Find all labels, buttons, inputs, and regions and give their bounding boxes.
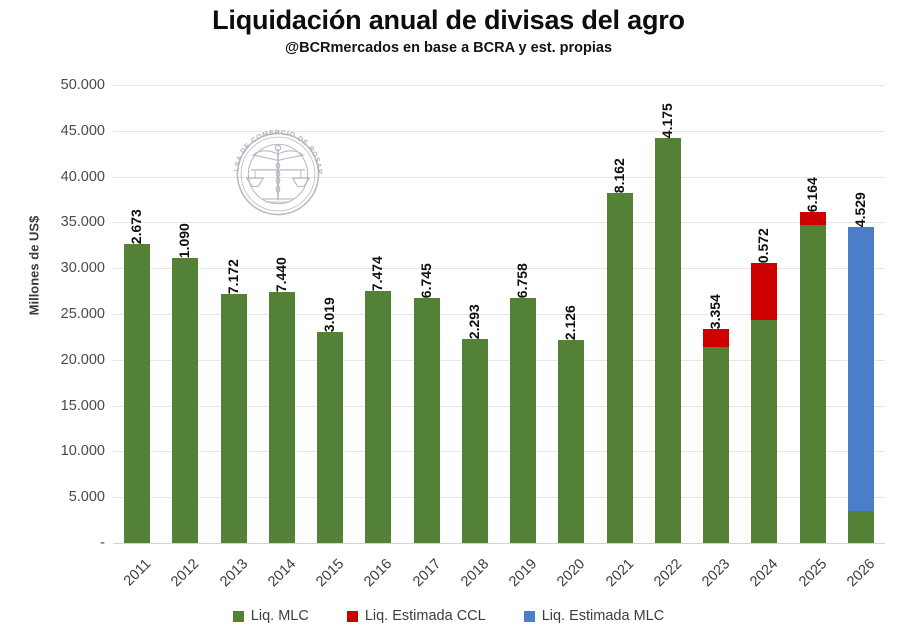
x-axis-tick-label: 2013 <box>216 556 251 591</box>
bar-segment-liq-mlc[interactable] <box>461 338 488 543</box>
bar-segment-liq-mlc[interactable] <box>654 138 681 543</box>
bar-group[interactable] <box>558 85 585 543</box>
y-axis-tick-label: 15.000 <box>60 397 105 414</box>
y-axis-tick-label: 35.000 <box>60 214 105 231</box>
x-axis-tick-label: 2017 <box>409 556 444 591</box>
legend-item[interactable]: Liq. Estimada MLC <box>523 608 665 624</box>
x-axis-tick-label: 2024 <box>747 556 782 591</box>
legend-item[interactable]: Liq. Estimada CCL <box>346 608 486 624</box>
x-axis-tick-label: 2015 <box>313 556 348 591</box>
bar-group[interactable] <box>413 85 440 543</box>
bar-group[interactable] <box>461 85 488 543</box>
bar-segment-liq-mlc[interactable] <box>220 294 247 543</box>
y-axis-tick-label: 45.000 <box>60 122 105 139</box>
y-axis-tick-label: 20.000 <box>60 351 105 368</box>
y-axis-tick-label: 30.000 <box>60 260 105 277</box>
x-axis-tick-label: 2022 <box>651 556 686 591</box>
bar-segment-liq-mlc[interactable] <box>365 291 392 543</box>
bar-segment-liq-mlc[interactable] <box>172 258 199 543</box>
bar-group[interactable] <box>799 85 826 543</box>
bar-segment-liq-mlc[interactable] <box>317 332 344 543</box>
bar-segment-liq-mlc[interactable] <box>510 297 537 543</box>
bar-segment-liq-estimada-ccl[interactable] <box>703 329 730 347</box>
x-axis-tick-label: 2019 <box>506 556 541 591</box>
bar-segment-liq-mlc[interactable] <box>847 510 874 543</box>
bar-segment-liq-mlc[interactable] <box>703 346 730 543</box>
x-axis-tick-label: 2020 <box>554 556 589 591</box>
bar-segment-liq-estimada-ccl[interactable] <box>751 262 778 320</box>
legend-swatch-icon <box>232 610 244 622</box>
bar-group[interactable] <box>124 85 151 543</box>
x-axis-tick-label: 2025 <box>795 556 830 591</box>
legend-label: Liq. MLC <box>250 608 309 624</box>
gridline <box>113 222 885 224</box>
bar-segment-liq-mlc[interactable] <box>799 225 826 543</box>
bar-group[interactable] <box>317 85 344 543</box>
gridline <box>113 176 885 178</box>
y-axis-tick-label: 40.000 <box>60 168 105 185</box>
bar-group[interactable] <box>365 85 392 543</box>
bar-group[interactable] <box>654 85 681 543</box>
x-axis-tick-label: 2011 <box>121 556 155 590</box>
gridline <box>113 85 885 86</box>
gridline <box>113 359 885 361</box>
gridline <box>113 497 885 499</box>
gridline <box>113 314 885 315</box>
bar-group[interactable] <box>172 85 199 543</box>
bar-segment-liq-estimada-mlc[interactable] <box>847 226 874 511</box>
gridline <box>113 405 885 407</box>
x-axis-tick-label: 2012 <box>168 556 203 591</box>
bar-segment-liq-mlc[interactable] <box>558 340 585 543</box>
chart-legend: Liq. MLC Liq. Estimada CCL Liq. Estimada M… <box>0 608 897 624</box>
x-axis-tick-label: 2023 <box>699 556 734 591</box>
bar-segment-liq-mlc[interactable] <box>606 193 633 543</box>
legend-swatch-icon <box>346 610 358 622</box>
bar-group[interactable] <box>606 85 633 543</box>
x-axis-tick-label: 2014 <box>265 556 300 591</box>
gridline <box>113 451 885 453</box>
y-axis-tick-label: - <box>100 535 105 551</box>
chart-title: Liquidación anual de divisas del agro <box>212 5 685 35</box>
bar-group[interactable] <box>510 85 537 543</box>
x-axis-tick-label: 2026 <box>844 556 879 591</box>
x-axis-tick-label: 2016 <box>361 556 396 591</box>
plot-area: BOLSA DE COMERCIO DE ROSARIO 32.67331.09… <box>113 85 885 544</box>
bar-group[interactable] <box>751 85 778 543</box>
gridline <box>113 543 885 544</box>
bar-segment-liq-mlc[interactable] <box>751 319 778 543</box>
legend-label: Liq. Estimada MLC <box>541 608 665 624</box>
y-axis-tick-label: 10.000 <box>60 443 105 460</box>
y-axis-tick-label: 25.000 <box>60 306 105 322</box>
legend-swatch-icon <box>523 610 535 622</box>
legend-label: Liq. Estimada CCL <box>364 608 486 624</box>
y-axis-tick-label: 50.000 <box>60 77 105 93</box>
chart-header: Liquidación anual de divisas del agro @B… <box>0 5 897 57</box>
y-axis-tick-label: 5.000 <box>68 489 105 506</box>
bar-group[interactable] <box>703 85 730 543</box>
gridline <box>113 130 885 132</box>
bar-segment-liq-mlc[interactable] <box>413 298 440 543</box>
bar-group[interactable] <box>268 85 295 543</box>
bar-group[interactable] <box>220 85 247 543</box>
bar-segment-liq-mlc[interactable] <box>124 243 151 543</box>
bar-segment-liq-mlc[interactable] <box>268 291 295 543</box>
bar-group[interactable] <box>847 85 874 543</box>
legend-item[interactable]: Liq. MLC <box>232 608 309 624</box>
chart-subtitle: @BCRmercados en base a BCRA y est. propi… <box>284 39 613 56</box>
x-axis-tick-label: 2021 <box>602 556 637 591</box>
bar-segment-liq-estimada-ccl[interactable] <box>799 211 826 226</box>
x-axis-tick-label: 2018 <box>458 556 493 591</box>
gridline <box>113 268 885 270</box>
